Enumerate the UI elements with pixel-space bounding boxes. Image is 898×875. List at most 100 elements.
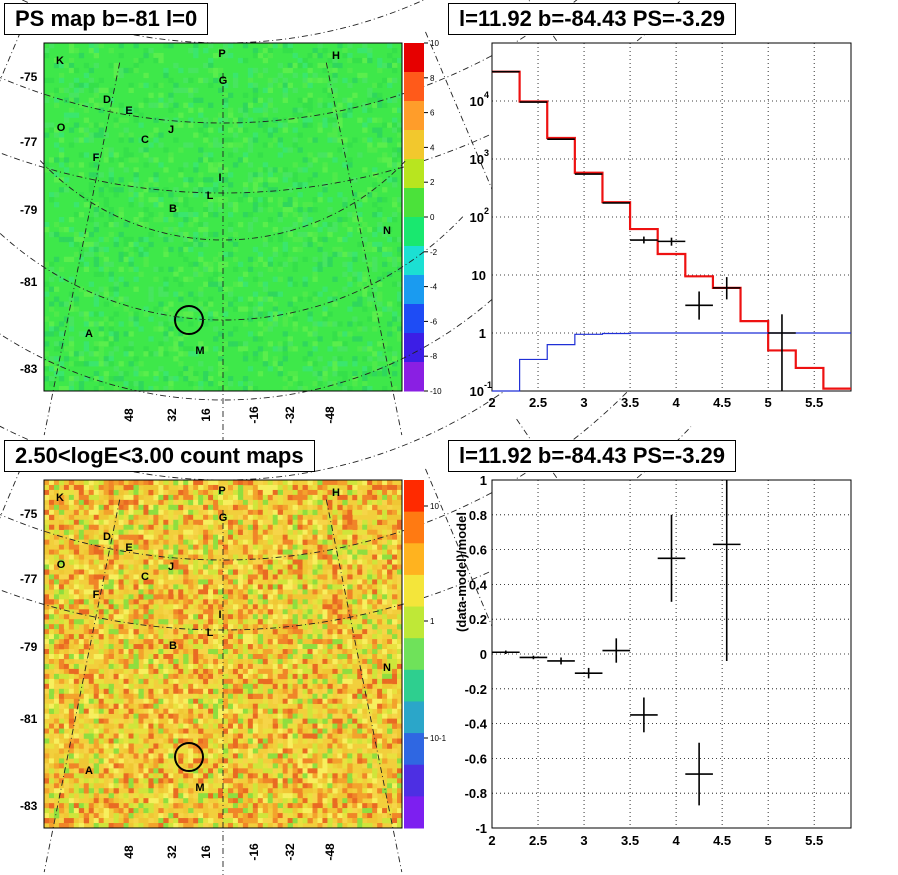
- map-pixel: [223, 77, 229, 84]
- map-pixel: [387, 579, 393, 585]
- map-pixel: [312, 494, 318, 501]
- map-pixel: [282, 122, 288, 128]
- map-pixel: [123, 281, 129, 287]
- map-pixel: [287, 599, 293, 605]
- map-pixel: [143, 619, 149, 625]
- map-pixel: [397, 604, 403, 610]
- map-pixel: [63, 529, 70, 535]
- map-pixel: [227, 609, 234, 615]
- map-pixel: [83, 509, 90, 516]
- map-pixel: [372, 738, 378, 744]
- map-pixel: [128, 197, 134, 203]
- map-pixel: [93, 346, 99, 352]
- map-pixel: [63, 346, 70, 352]
- map-pixel: [78, 499, 85, 506]
- map-pixel: [103, 202, 109, 208]
- map-pixel: [78, 713, 85, 719]
- map-pixel: [198, 614, 204, 620]
- map-pixel: [322, 688, 328, 695]
- map-pixel: [108, 480, 114, 486]
- map-pixel: [63, 554, 70, 560]
- map-pixel: [218, 708, 224, 714]
- map-pixel: [277, 629, 283, 635]
- map-pixel: [223, 251, 229, 258]
- map-pixel: [302, 182, 308, 188]
- longitude-line: [325, 62, 403, 436]
- map-pixel: [78, 519, 85, 526]
- map-pixel: [178, 668, 184, 675]
- map-pixel: [232, 688, 239, 695]
- map-pixel: [88, 494, 95, 501]
- map-pixel: [282, 549, 288, 555]
- map-pixel: [173, 703, 179, 709]
- map-pixel: [93, 544, 99, 550]
- map-pixel: [352, 489, 358, 496]
- map-pixel: [153, 52, 159, 59]
- map-pixel: [168, 554, 174, 560]
- map-pixel: [218, 604, 224, 610]
- map-pixel: [377, 519, 383, 526]
- map-pixel: [322, 117, 328, 123]
- map-pixel: [108, 658, 114, 665]
- map-pixel: [223, 703, 229, 709]
- map-pixel: [98, 629, 104, 635]
- map-pixel: [223, 524, 229, 531]
- map-pixel: [382, 614, 388, 620]
- map-pixel: [223, 261, 229, 268]
- map-pixel: [322, 167, 328, 173]
- map-pixel: [198, 157, 204, 163]
- map-pixel: [218, 177, 224, 183]
- map-pixel: [113, 733, 119, 739]
- map-pixel: [158, 549, 164, 555]
- map-pixel: [88, 291, 95, 297]
- map-pixel: [223, 82, 229, 89]
- map-pixel: [78, 723, 85, 729]
- map-pixel: [133, 182, 139, 188]
- map-pixel: [327, 624, 333, 630]
- map-pixel: [277, 202, 283, 208]
- map-pixel: [307, 733, 313, 739]
- map-pixel: [68, 549, 75, 555]
- map-pixel: [312, 589, 318, 595]
- map-pixel: [227, 499, 234, 506]
- map-pixel: [113, 192, 119, 198]
- map-pixel: [392, 256, 398, 263]
- map-pixel: [287, 738, 293, 744]
- map-pixel: [118, 728, 124, 734]
- map-pixel: [163, 167, 169, 173]
- map-pixel: [387, 584, 393, 590]
- map-pixel: [93, 291, 99, 297]
- map-pixel: [292, 584, 298, 590]
- map-pixel: [282, 693, 288, 700]
- map-pixel: [203, 703, 209, 709]
- map-pixel: [307, 644, 313, 650]
- map-pixel: [143, 644, 149, 650]
- map-pixel: [108, 514, 114, 521]
- map-pixel: [382, 539, 388, 545]
- map-pixel: [297, 604, 303, 610]
- map-pixel: [347, 668, 353, 675]
- map-pixel: [252, 693, 259, 700]
- map-pixel: [312, 484, 318, 491]
- map-pixel: [357, 733, 363, 739]
- map-pixel: [297, 534, 303, 540]
- map-pixel: [277, 708, 283, 714]
- map-pixel: [272, 673, 278, 680]
- map-pixel: [317, 356, 323, 362]
- map-pixel: [392, 644, 398, 650]
- map-pixel: [128, 236, 134, 243]
- map-pixel: [257, 564, 264, 570]
- map-pixel: [183, 489, 189, 496]
- map-pixel: [327, 569, 333, 575]
- map-pixel: [118, 534, 124, 540]
- map-pixel: [367, 142, 373, 148]
- map-pixel: [337, 494, 343, 501]
- map-pixel: [307, 668, 313, 675]
- map-pixel: [287, 639, 293, 645]
- map-pixel: [128, 564, 134, 570]
- map-pixel: [362, 167, 368, 173]
- map-pixel: [128, 718, 134, 724]
- map-pixel: [88, 594, 95, 600]
- map-pixel: [232, 326, 239, 332]
- map-pixel: [188, 549, 194, 555]
